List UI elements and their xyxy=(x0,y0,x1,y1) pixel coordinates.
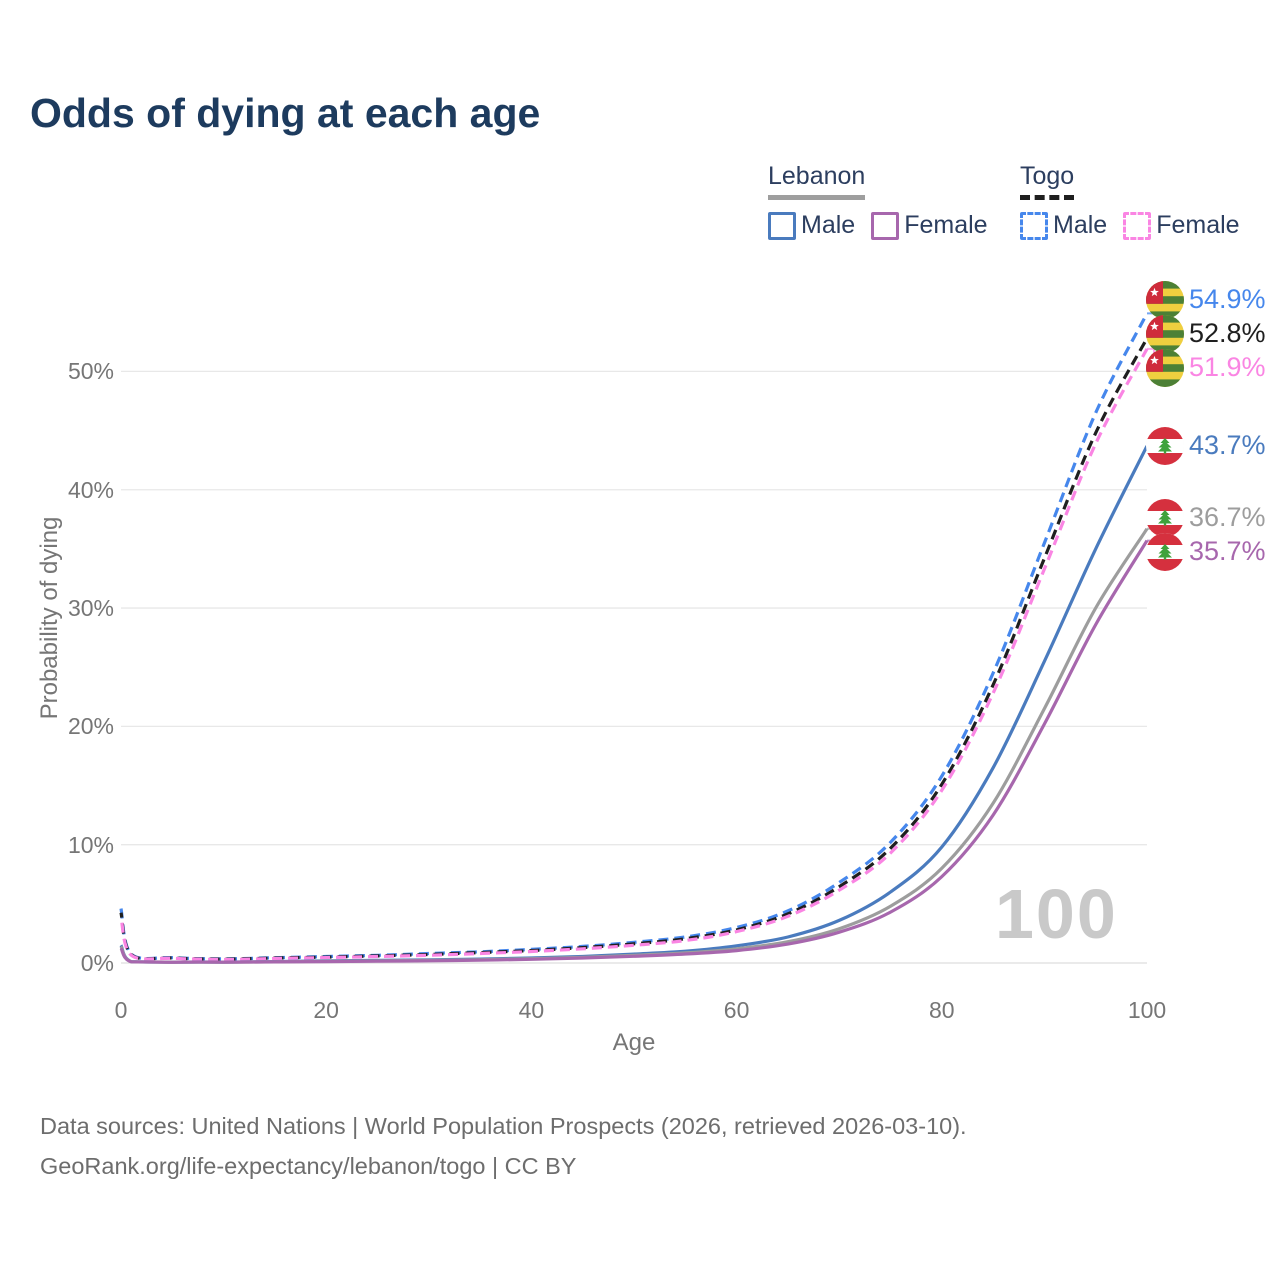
end-label-lebanon-male: 43.7% xyxy=(1146,426,1266,465)
x-tick-label: 100 xyxy=(1127,997,1167,1023)
togo-female-swatch-icon xyxy=(1123,211,1152,240)
end-label-lebanon-female: 35.7% xyxy=(1146,532,1266,571)
end-value-label: 51.9% xyxy=(1189,352,1266,383)
legend-item-label: Male xyxy=(801,211,856,239)
y-tick-label: 10% xyxy=(67,831,114,858)
x-tick-label: 40 xyxy=(518,997,545,1023)
end-value-label: 52.8% xyxy=(1189,318,1266,349)
lebanon-female-swatch-icon xyxy=(871,211,900,240)
y-axis-title: Probability of dying xyxy=(36,516,63,720)
lebanon-male-swatch-icon xyxy=(768,211,796,240)
series-line-togo-both-sexes xyxy=(119,337,1149,961)
legend-group-togo: Togo Male Female xyxy=(1020,162,1240,240)
lebanon-flag-icon xyxy=(1146,498,1184,537)
y-tick-label: 50% xyxy=(67,358,114,385)
legend-item-togo-male[interactable]: Male xyxy=(1020,211,1107,240)
end-label-lebanon-both-sexes: 36.7% xyxy=(1146,498,1266,537)
y-tick-label: 30% xyxy=(67,595,114,622)
x-tick-label: 0 xyxy=(114,997,128,1023)
togo-male-swatch-icon xyxy=(1020,211,1048,240)
legend-item-label: Male xyxy=(1053,211,1108,239)
series-line-togo-male xyxy=(119,312,1149,961)
y-tick-label: 0% xyxy=(80,950,114,976)
series-line-lebanon-both-sexes xyxy=(119,527,1149,964)
lebanon-flag-icon xyxy=(1146,532,1184,571)
end-label-togo-both-sexes: 52.8% xyxy=(1146,314,1266,353)
legend-group-lebanon: Lebanon Male Female xyxy=(768,162,988,240)
x-tick-label: 80 xyxy=(929,997,955,1023)
x-tick-label: 20 xyxy=(313,997,339,1023)
togo-flag-icon xyxy=(1146,314,1184,353)
end-label-togo-female: 51.9% xyxy=(1146,348,1266,387)
legend-item-togo-female[interactable]: Female xyxy=(1123,211,1240,240)
x-axis-title: Age xyxy=(612,1029,656,1056)
age-watermark: 100 xyxy=(995,875,1118,953)
page-title: Odds of dying at each age xyxy=(30,90,541,136)
legend-country-lebanon[interactable]: Lebanon xyxy=(768,162,866,200)
end-value-label: 35.7% xyxy=(1189,536,1266,567)
legend-item-label: Female xyxy=(904,211,988,239)
legend-item-lebanon-female[interactable]: Female xyxy=(871,211,988,240)
lebanon-flag-icon xyxy=(1146,426,1184,465)
series-line-lebanon-male xyxy=(119,445,1149,964)
y-tick-label: 20% xyxy=(67,713,114,740)
x-tick-label: 60 xyxy=(723,997,750,1023)
footer-data-sources: Data sources: United Nations | World Pop… xyxy=(40,1113,967,1139)
togo-flag-icon xyxy=(1146,280,1184,319)
y-tick-label: 40% xyxy=(67,476,114,503)
end-value-label: 43.7% xyxy=(1189,430,1266,461)
togo-flag-icon xyxy=(1146,348,1184,387)
footer-attribution-link: GeoRank.org/life-expectancy/lebanon/togo… xyxy=(40,1153,577,1179)
end-label-togo-male: 54.9% xyxy=(1146,280,1266,319)
series-line-lebanon-female xyxy=(119,539,1149,964)
series-line-togo-female xyxy=(119,348,1149,962)
legend-item-label: Female xyxy=(1156,211,1240,239)
legend-country-togo[interactable]: Togo xyxy=(1020,162,1075,200)
end-value-label: 36.7% xyxy=(1189,502,1266,533)
end-value-label: 54.9% xyxy=(1189,284,1266,315)
footer: Data sources: United Nations | World Pop… xyxy=(40,1106,967,1186)
legend-item-lebanon-male[interactable]: Male xyxy=(768,211,855,240)
